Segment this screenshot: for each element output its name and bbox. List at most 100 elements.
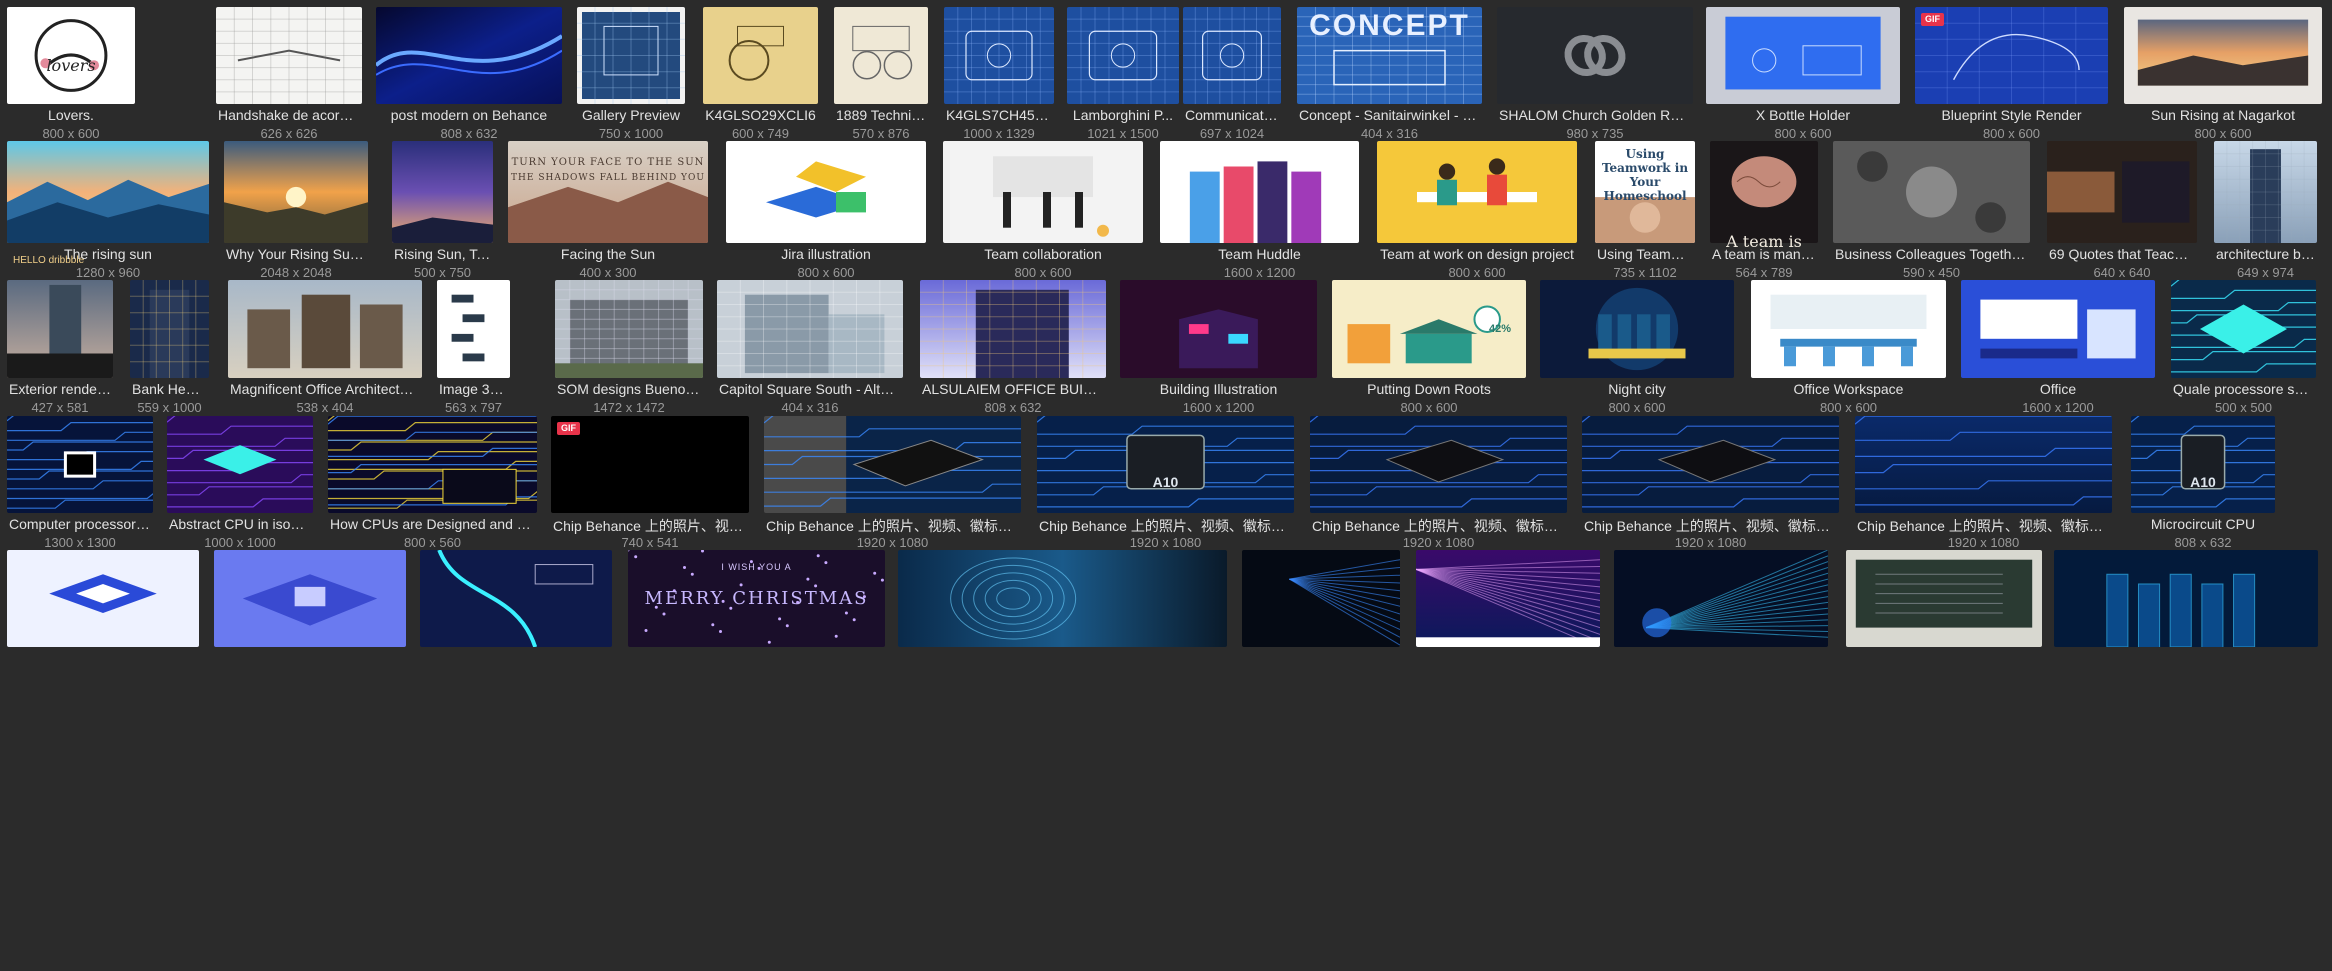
image-result[interactable] bbox=[1416, 550, 1600, 687]
image-result[interactable]: SHALOM Church Golden Ratio 980 x 735 bbox=[1497, 7, 1693, 144]
image-thumbnail[interactable] bbox=[228, 280, 422, 378]
image-result[interactable]: How CPUs are Designed and Built... 800 x … bbox=[328, 416, 537, 553]
image-result[interactable]: Sun Rising at Nagarkot 800 x 600 bbox=[2124, 7, 2322, 144]
image-result[interactable]: Computer processor a... 1300 x 1300 bbox=[7, 416, 153, 553]
image-result[interactable]: Communicatio... 697 x 1024 bbox=[1183, 7, 1281, 144]
image-thumbnail[interactable] bbox=[1037, 416, 1294, 513]
image-thumbnail[interactable] bbox=[2047, 141, 2197, 243]
image-thumbnail[interactable] bbox=[420, 550, 612, 647]
image-thumbnail[interactable] bbox=[437, 280, 510, 378]
image-thumbnail[interactable] bbox=[726, 141, 926, 243]
image-thumbnail[interactable] bbox=[1710, 141, 1818, 243]
image-thumbnail[interactable] bbox=[7, 280, 113, 378]
image-thumbnail[interactable] bbox=[1855, 416, 2112, 513]
image-result[interactable]: Why Your Rising Sun Si... 2048 x 2048 bbox=[224, 141, 368, 283]
image-result[interactable]: Using Teamwork in Your Homeschool Using T… bbox=[1595, 141, 1695, 283]
image-result[interactable]: GIF Blueprint Style Render 800 x 600 bbox=[1915, 7, 2108, 144]
image-result[interactable]: A team is A team is many ... 564 x 789 bbox=[1710, 141, 1818, 283]
image-thumbnail[interactable] bbox=[1297, 7, 1482, 104]
image-result[interactable]: K4GLS7CH45G8C 1000 x 1329 bbox=[944, 7, 1054, 144]
image-result[interactable]: 42% Putting Down Roots 800 x 600 bbox=[1332, 280, 1526, 418]
image-thumbnail[interactable] bbox=[1706, 7, 1900, 104]
image-result[interactable]: Abstract CPU in isome... 1000 x 1000 bbox=[167, 416, 313, 553]
image-result[interactable]: A10 Chip Behance 上的照片、视频、徽标、插... 1920 x 10… bbox=[1037, 416, 1294, 553]
image-result[interactable]: Rising Sun, Tai... 500 x 750 bbox=[392, 141, 493, 283]
image-thumbnail[interactable] bbox=[717, 280, 903, 378]
image-thumbnail[interactable] bbox=[943, 141, 1143, 243]
image-result[interactable]: Night city 800 x 600 bbox=[1540, 280, 1734, 418]
image-thumbnail[interactable] bbox=[555, 280, 703, 378]
image-result[interactable]: Magnificent Office Architectur... 538 x 4… bbox=[228, 280, 422, 418]
image-thumbnail[interactable] bbox=[764, 416, 1021, 513]
image-result[interactable]: Jira illustration 800 x 600 bbox=[726, 141, 926, 283]
image-result[interactable]: Lamborghini P... 1021 x 1500 bbox=[1067, 7, 1179, 144]
image-thumbnail[interactable] bbox=[1915, 7, 2108, 104]
image-result[interactable]: Bank Headq... 559 x 1000 bbox=[130, 280, 209, 418]
image-thumbnail[interactable] bbox=[1332, 280, 1526, 378]
image-result[interactable]: Capitol Square South - Altern... 404 x 31… bbox=[717, 280, 903, 418]
image-result[interactable]: Office 1600 x 1200 bbox=[1961, 280, 2155, 418]
image-result[interactable]: Gallery Preview 750 x 1000 bbox=[577, 7, 685, 144]
image-result[interactable] bbox=[1846, 550, 2042, 687]
image-result[interactable] bbox=[420, 550, 612, 687]
image-thumbnail[interactable] bbox=[577, 7, 685, 104]
image-result[interactable]: Chip Behance 上的照片、视频、徽标、插... 1920 x 1080 bbox=[764, 416, 1021, 553]
image-result[interactable]: X Bottle Holder 800 x 600 bbox=[1706, 7, 1900, 144]
image-thumbnail[interactable] bbox=[898, 550, 1227, 647]
image-thumbnail[interactable] bbox=[1120, 280, 1317, 378]
image-thumbnail[interactable] bbox=[328, 416, 537, 513]
image-result[interactable] bbox=[2054, 550, 2318, 687]
image-thumbnail[interactable] bbox=[1833, 141, 2030, 243]
image-thumbnail[interactable] bbox=[1183, 7, 1281, 104]
image-thumbnail[interactable] bbox=[1416, 550, 1600, 647]
image-thumbnail[interactable] bbox=[214, 550, 406, 647]
image-thumbnail[interactable] bbox=[551, 416, 749, 513]
image-thumbnail[interactable] bbox=[1497, 7, 1693, 104]
image-thumbnail[interactable] bbox=[1540, 280, 1734, 378]
image-result[interactable]: ALSULAIEM OFFICE BUILDING 808 x 632 bbox=[920, 280, 1106, 418]
image-result[interactable]: architecture bu... 649 x 974 bbox=[2214, 141, 2317, 283]
image-thumbnail[interactable] bbox=[7, 141, 209, 243]
image-thumbnail[interactable] bbox=[1067, 7, 1179, 104]
image-thumbnail[interactable] bbox=[224, 141, 368, 243]
image-result[interactable]: K4GLSO29XCLI6 600 x 749 bbox=[703, 7, 818, 144]
image-result[interactable]: CONCEPT Concept - Sanitairwinkel - 3D ...… bbox=[1297, 7, 1482, 144]
image-result[interactable]: Quale processore sceg... 500 x 500 bbox=[2171, 280, 2316, 418]
image-result[interactable]: TURN YOUR FACE TO THE SUN THE SHADOWS FAL… bbox=[508, 141, 708, 283]
image-thumbnail[interactable] bbox=[2171, 280, 2316, 378]
image-thumbnail[interactable] bbox=[2131, 416, 2275, 513]
image-result[interactable]: Office Workspace 800 x 600 bbox=[1751, 280, 1946, 418]
image-result[interactable]: Image 36 of 38 ... 563 x 797 bbox=[437, 280, 510, 418]
image-result[interactable]: Exterior render a... 427 x 581 bbox=[7, 280, 113, 418]
image-result[interactable]: Building Illustration 1600 x 1200 bbox=[1120, 280, 1317, 418]
image-thumbnail[interactable] bbox=[703, 7, 818, 104]
image-thumbnail[interactable] bbox=[2054, 550, 2318, 647]
image-result[interactable]: A10 Microcircuit CPU 808 x 632 bbox=[2131, 416, 2275, 553]
image-thumbnail[interactable] bbox=[376, 7, 562, 104]
image-thumbnail[interactable] bbox=[7, 7, 135, 104]
image-result[interactable]: Team collaboration 800 x 600 bbox=[943, 141, 1143, 283]
image-result[interactable]: GIF Chip Behance 上的照片、视频... 740 x 541 bbox=[551, 416, 749, 553]
image-thumbnail[interactable] bbox=[167, 416, 313, 513]
image-result[interactable]: 1889 Technic... 570 x 876 bbox=[834, 7, 928, 144]
image-thumbnail[interactable] bbox=[1595, 141, 1695, 243]
image-thumbnail[interactable] bbox=[130, 280, 209, 378]
image-result[interactable] bbox=[898, 550, 1227, 687]
image-thumbnail[interactable] bbox=[1614, 550, 1828, 647]
image-thumbnail[interactable] bbox=[7, 550, 199, 647]
image-thumbnail[interactable] bbox=[2214, 141, 2317, 243]
image-result[interactable] bbox=[7, 550, 199, 687]
image-result[interactable] bbox=[214, 550, 406, 687]
image-thumbnail[interactable] bbox=[1160, 141, 1359, 243]
image-result[interactable]: Team at work on design project 800 x 600 bbox=[1377, 141, 1577, 283]
image-thumbnail[interactable] bbox=[2124, 7, 2322, 104]
image-result[interactable]: I WISH YOU A MERRY CHRISTMAS bbox=[628, 550, 885, 687]
image-thumbnail[interactable] bbox=[392, 141, 493, 243]
image-thumbnail[interactable] bbox=[944, 7, 1054, 104]
image-result[interactable] bbox=[1614, 550, 1828, 687]
image-result[interactable]: post modern on Behance 808 x 632 bbox=[376, 7, 562, 144]
image-result[interactable]: Handshake de acordo ... 626 x 626 bbox=[216, 7, 362, 144]
image-result[interactable] bbox=[1242, 550, 1400, 687]
image-thumbnail[interactable] bbox=[1242, 550, 1400, 647]
image-thumbnail[interactable] bbox=[1582, 416, 1839, 513]
